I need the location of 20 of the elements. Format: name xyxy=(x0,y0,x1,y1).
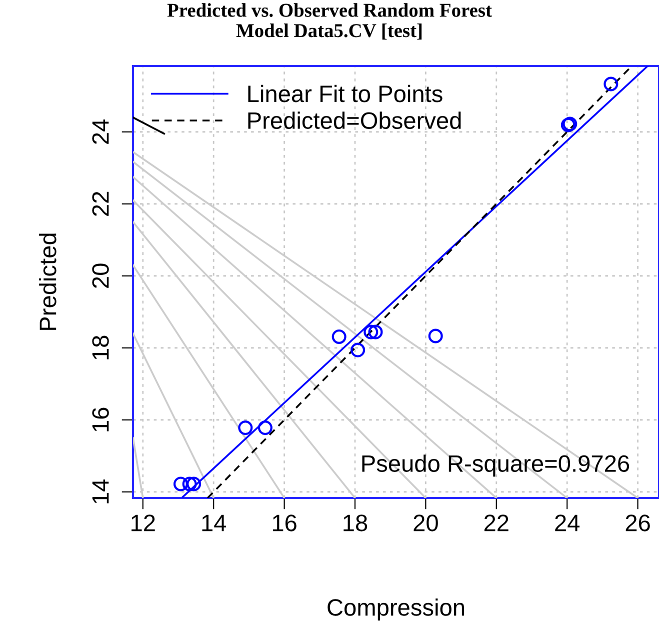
x-tick-label: 16 xyxy=(272,514,296,532)
annotation: Pseudo R-square=0.9726 xyxy=(362,454,630,477)
x-tick-label: 14 xyxy=(202,514,226,532)
y-tick-label: 14 xyxy=(92,479,109,504)
y-tick-label: 22 xyxy=(92,192,109,216)
x-tick-label: 20 xyxy=(414,514,438,532)
chart-title: Predicted vs. Observed Random Forest Model Data5.CV [test] xyxy=(167,3,492,40)
x-tick-label: 12 xyxy=(132,514,155,532)
x-tick-label: 22 xyxy=(484,514,508,532)
legend-label: Linear Fit to Points xyxy=(248,84,442,102)
x-tick-label: 18 xyxy=(344,514,368,532)
y-tick-label: 24 xyxy=(92,119,109,144)
y-tick-label: 18 xyxy=(92,336,109,360)
x-tick-label: 24 xyxy=(555,514,580,532)
x-tick-label: 26 xyxy=(626,514,650,532)
y-tick-label: 20 xyxy=(92,264,109,288)
y-axis-title: Predicted xyxy=(38,234,56,330)
legend-label: Predicted=Observed xyxy=(248,112,461,129)
y-tick-label: 16 xyxy=(92,408,109,432)
x-axis-title: Compression xyxy=(328,598,464,620)
